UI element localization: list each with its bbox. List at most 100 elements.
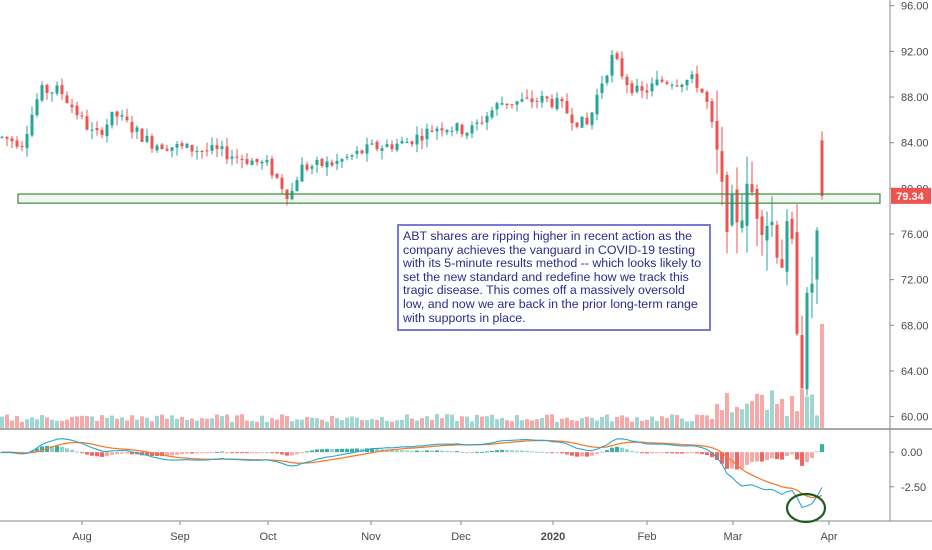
candle-body — [245, 159, 249, 164]
candle-body — [45, 84, 49, 94]
candle-body — [515, 101, 519, 105]
volume-bar — [465, 416, 469, 428]
candle-body — [490, 110, 494, 118]
volume-bar — [230, 421, 234, 428]
candle-body — [235, 156, 239, 158]
volume-bar — [100, 415, 104, 428]
volume-bar — [645, 419, 649, 428]
volume-bar — [205, 418, 209, 428]
macd-histogram-bar — [645, 452, 649, 454]
volume-bar — [350, 416, 354, 428]
volume-bar — [325, 421, 329, 428]
volume-bar — [675, 414, 679, 428]
macd-histogram-bar — [555, 452, 559, 454]
candle-body — [305, 164, 309, 170]
macd-histogram-bar — [430, 450, 434, 453]
candle-body — [465, 132, 469, 136]
macd-histogram-bar — [685, 452, 689, 454]
macd-histogram-bar — [260, 452, 264, 454]
macd-histogram-bar — [655, 452, 659, 454]
macd-histogram-bar — [300, 452, 304, 454]
macd-histogram-bar — [445, 450, 449, 453]
macd-histogram-bar — [525, 450, 529, 453]
candle-body — [165, 148, 169, 151]
candle-body — [330, 162, 334, 166]
macd-histogram-bar — [635, 451, 639, 453]
volume-bar — [120, 417, 124, 428]
volume-bar — [805, 396, 809, 428]
volume-bar — [110, 415, 114, 428]
candle-body — [60, 85, 64, 95]
macd-histogram-bar — [450, 451, 454, 453]
candle-body — [775, 224, 779, 258]
volume-bar — [440, 418, 444, 428]
macd-tick-label: 0.00 — [901, 447, 922, 459]
volume-bar — [690, 421, 694, 428]
macd-histogram-bar — [335, 448, 339, 453]
candle-body — [545, 96, 549, 99]
volume-bar — [535, 419, 539, 428]
volume-bar — [10, 420, 14, 428]
volume-bar — [735, 406, 739, 428]
macd-histogram-bar — [95, 452, 99, 457]
volume-bar — [595, 420, 599, 428]
price-tick-label: 84.00 — [901, 138, 929, 150]
volume-bar — [450, 414, 454, 428]
candle-body — [65, 95, 69, 103]
candle-body — [400, 141, 404, 144]
volume-bar — [105, 417, 109, 428]
candle-body — [430, 130, 434, 132]
macd-histogram-bar — [680, 452, 684, 454]
macd-histogram-bar — [100, 452, 104, 457]
volume-bar — [245, 420, 249, 428]
macd-histogram-bar — [395, 450, 399, 453]
candle-body — [800, 335, 804, 389]
volume-bar — [240, 414, 244, 428]
volume-bar — [460, 416, 464, 428]
candle-body — [365, 144, 369, 154]
volume-bar — [255, 421, 259, 428]
macd-histogram-bar — [280, 452, 284, 455]
macd-histogram-bar — [375, 448, 379, 453]
macd-histogram-bar — [75, 451, 79, 453]
macd-histogram-bar — [820, 444, 824, 453]
macd-histogram-bar — [745, 452, 749, 465]
macd-histogram-bar — [350, 448, 354, 453]
candle-body — [435, 128, 439, 132]
volume-bar — [765, 409, 769, 428]
macd-histogram-bar — [660, 452, 664, 454]
macd-histogram-bar — [190, 452, 194, 454]
volume-bar — [145, 417, 149, 428]
candle-body — [720, 151, 724, 182]
candle-body — [450, 130, 454, 132]
candle-body — [535, 100, 539, 102]
volume-bar — [685, 421, 689, 428]
macd-histogram-bar — [305, 451, 309, 453]
candle-body — [770, 221, 774, 226]
macd-histogram-bar — [295, 452, 299, 455]
volume-bar — [85, 416, 89, 428]
volume-bar — [455, 421, 459, 428]
price-tick-label: 60.00 — [901, 412, 929, 424]
candle-body — [120, 115, 124, 117]
candle-body — [805, 292, 809, 390]
volume-bar — [760, 395, 764, 428]
macd-histogram-bar — [765, 452, 769, 461]
candle-body — [795, 232, 799, 334]
macd-histogram-bar — [170, 452, 174, 456]
volume-bar — [550, 414, 554, 428]
volume-bar — [430, 419, 434, 428]
volume-bar — [45, 417, 49, 428]
macd-histogram-bar — [200, 452, 204, 454]
candle-body — [130, 122, 134, 133]
candle-body — [785, 221, 789, 272]
candle-body — [270, 158, 274, 176]
macd-histogram-bar — [515, 450, 519, 453]
candle-body — [370, 143, 374, 145]
candle-body — [625, 76, 629, 86]
candle-body — [240, 159, 244, 161]
volume-bar — [335, 418, 339, 428]
volume-bar — [425, 416, 429, 428]
